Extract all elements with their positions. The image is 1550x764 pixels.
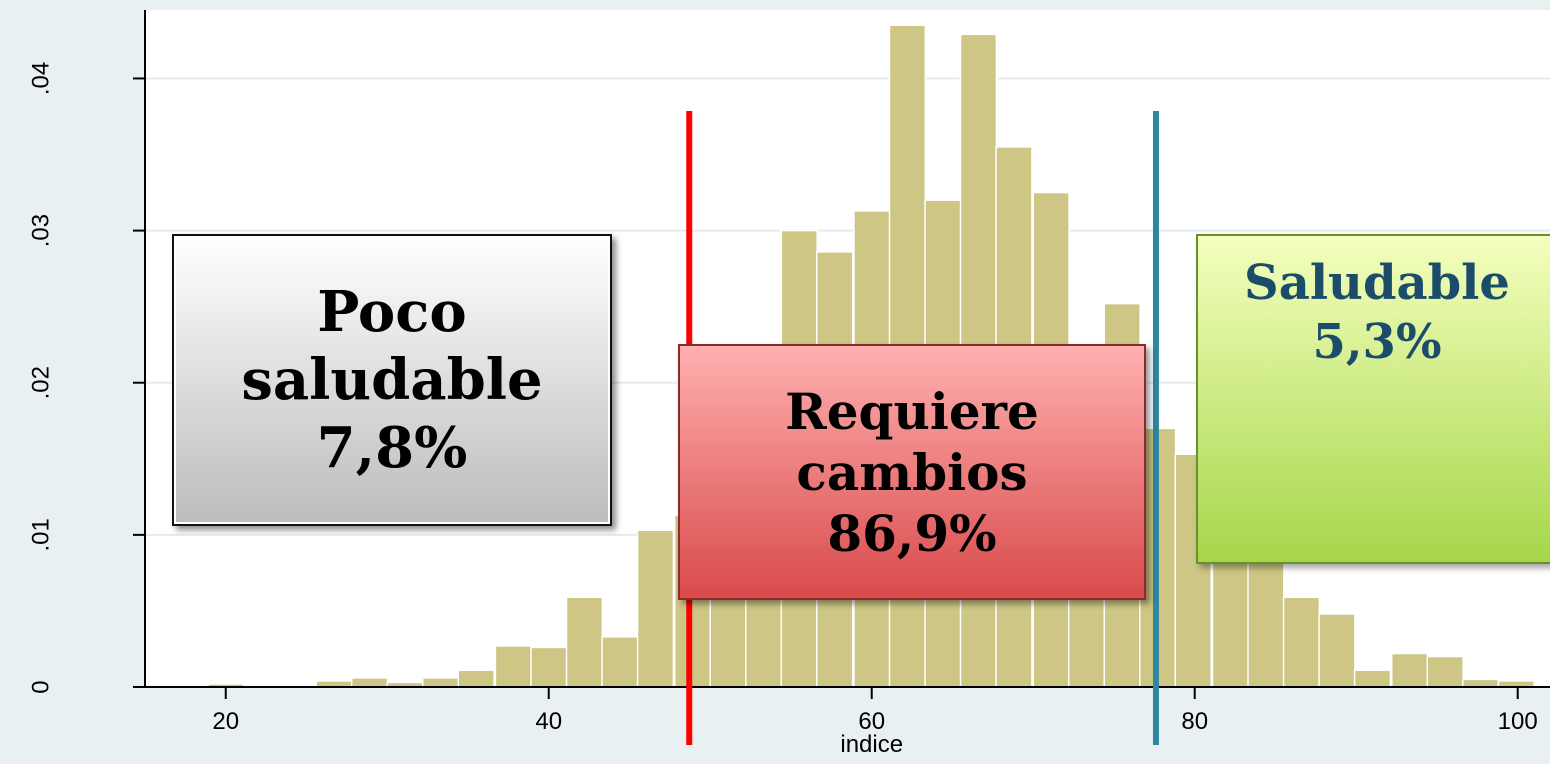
y-tick-label-4: .04 (27, 62, 54, 95)
y-tick-label-2: .02 (27, 366, 54, 399)
x-tick-label-0: 20 (212, 708, 239, 735)
y-tick-label-1: .01 (27, 518, 54, 551)
annotation-poco-saludable: Poco saludable 7,8% (172, 234, 612, 526)
histogram-bar-30 (1282, 596, 1321, 688)
histogram-bar-12 (636, 529, 675, 688)
histogram-bar-33 (1390, 652, 1429, 688)
x-tick-label-2: 60 (858, 708, 885, 735)
x-axis-title: indice (840, 731, 903, 758)
histogram-bar-9 (530, 646, 568, 688)
histogram-bar-34 (1426, 655, 1464, 688)
histogram-bar-35 (1462, 678, 1500, 688)
annotation-requiere-cambios: Requiere cambios 86,9% (678, 344, 1146, 600)
x-tick-label-1: 40 (535, 708, 562, 735)
x-tick-label-3: 80 (1181, 708, 1208, 735)
histogram-bar-10 (565, 596, 604, 688)
y-tick-label-3: .03 (27, 214, 54, 247)
y-tick-label-0: 0 (27, 680, 54, 693)
histogram-bar-4 (350, 677, 389, 688)
histogram-bar-11 (601, 636, 639, 688)
histogram-bar-32 (1353, 669, 1392, 688)
histogram-bar-31 (1318, 613, 1356, 688)
x-tick-label-4: 100 (1498, 708, 1538, 735)
histogram-bar-8 (494, 645, 533, 688)
annotation-saludable: Saludable 5,3% (1196, 234, 1550, 564)
histogram-bar-7 (457, 669, 495, 688)
histogram-bar-6 (422, 677, 460, 688)
